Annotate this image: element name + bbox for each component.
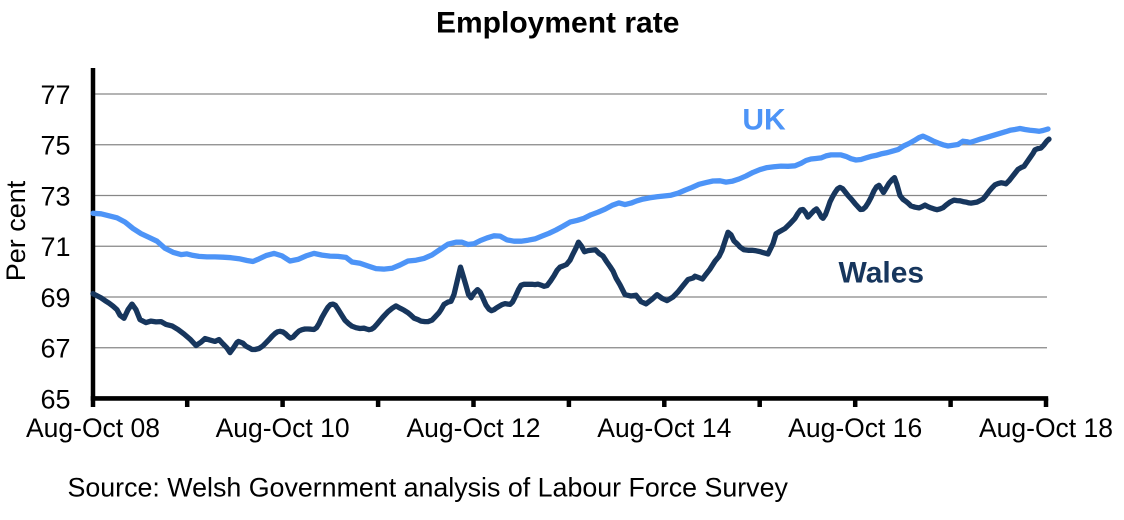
svg-text:Aug-Oct 08: Aug-Oct 08 [26,413,160,443]
svg-text:Aug-Oct 18: Aug-Oct 18 [979,413,1113,443]
svg-text:Aug-Oct 16: Aug-Oct 16 [788,413,922,443]
svg-text:73: 73 [40,181,70,211]
svg-text:Wales: Wales [839,257,925,290]
svg-text:67: 67 [40,334,70,364]
svg-text:65: 65 [40,384,70,414]
svg-text:Aug-Oct 14: Aug-Oct 14 [597,413,731,443]
svg-text:77: 77 [40,80,70,110]
svg-text:Employment rate: Employment rate [436,6,679,39]
svg-text:Aug-Oct 12: Aug-Oct 12 [406,413,540,443]
svg-text:71: 71 [40,232,70,262]
svg-text:Per cent: Per cent [1,180,31,281]
svg-text:75: 75 [40,131,70,161]
svg-text:Source: Welsh Government analy: Source: Welsh Government analysis of Lab… [68,472,789,502]
svg-text:UK: UK [742,104,786,137]
svg-text:69: 69 [40,283,70,313]
svg-text:Aug-Oct 10: Aug-Oct 10 [216,413,350,443]
